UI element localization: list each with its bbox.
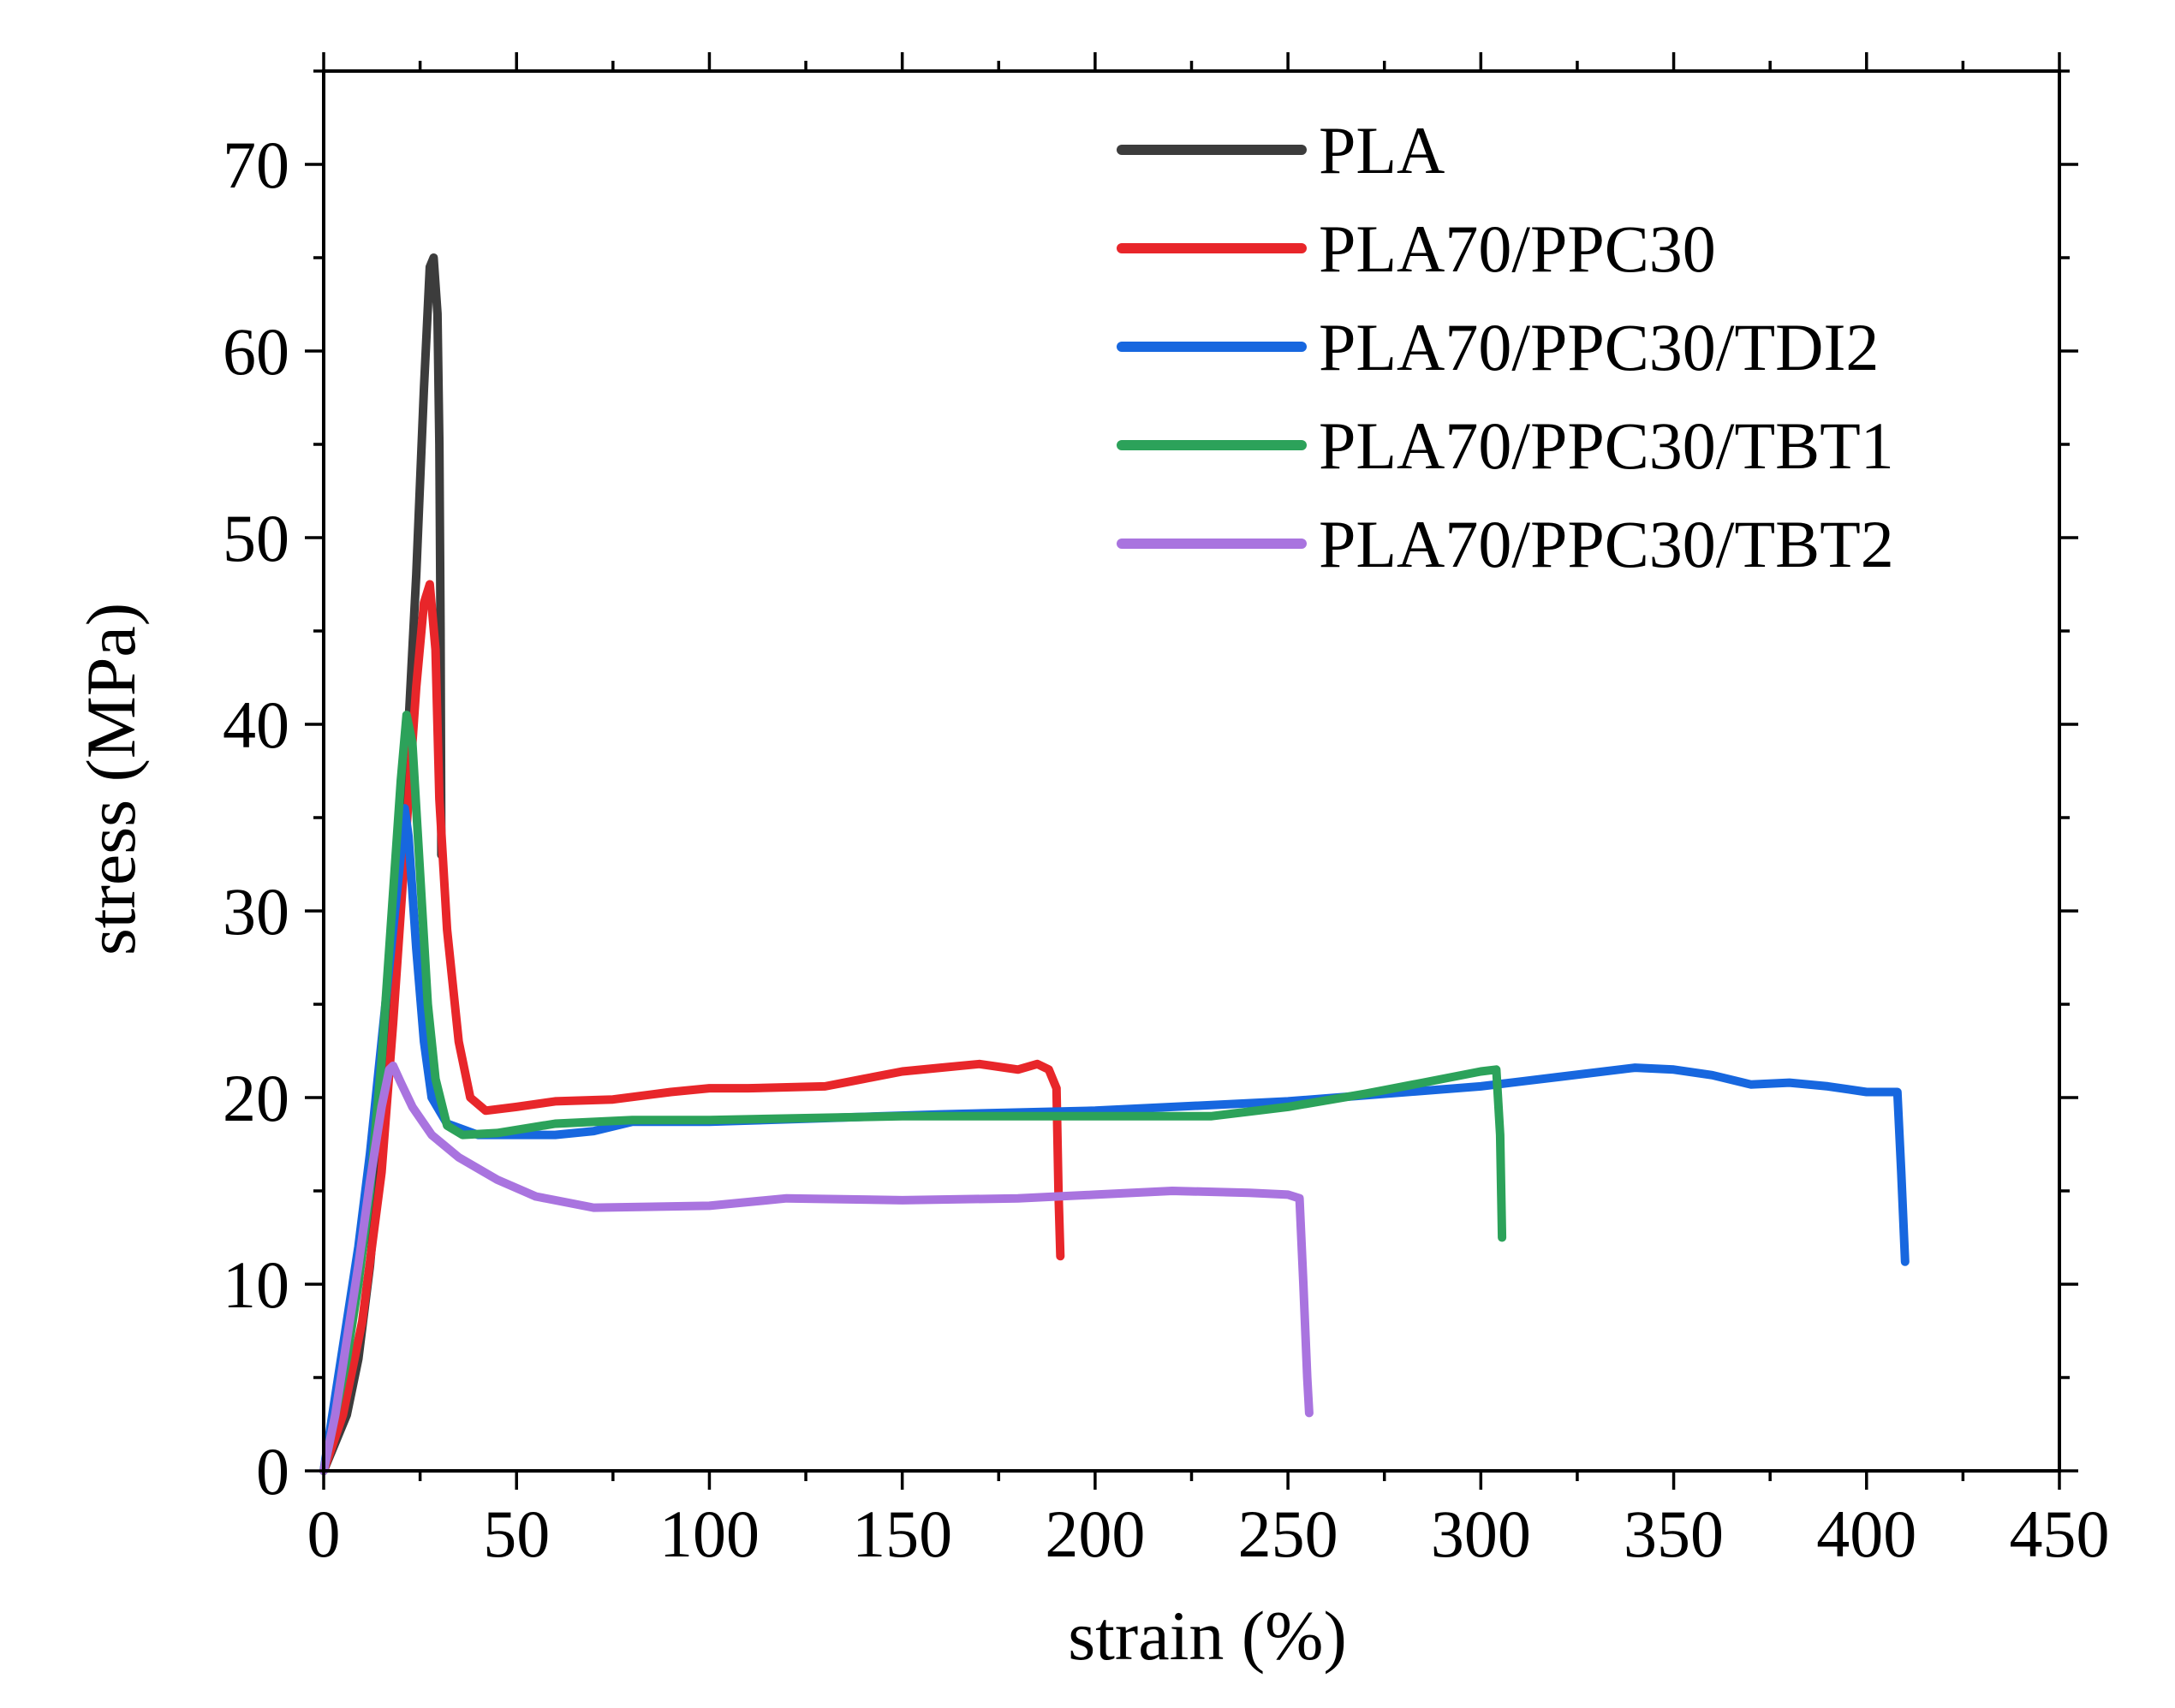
y-tick-label: 20 [223,1061,289,1135]
plot-frame [322,69,2061,1473]
y-tick-label: 0 [256,1434,289,1509]
series-line-3 [319,711,1507,1475]
y-tick-label: 70 [223,128,289,202]
y-tick-label: 30 [223,874,289,949]
x-axis-title: strain (%) [1068,1597,1347,1675]
x-tick-label: 250 [1238,1497,1338,1571]
y-tick-label: 10 [223,1247,289,1322]
ticks: 0 50 100 150 200 250 300 350 400 450 0 10 20 30 40 50 60… [223,52,2110,1571]
y-tick-label: 60 [223,314,289,389]
legend-label-3: PLA70/PPC30/TBT1 [1319,408,1894,483]
y-axis-title: stress (MPa) [72,603,150,955]
series-line-2 [319,804,1910,1475]
legend: PLA PLA70/PPC30 PLA70/PPC30/TDI2 PLA70/PPC3… [1117,113,1894,581]
x-tick-label: 350 [1624,1497,1724,1571]
x-tick-label: 50 [483,1497,550,1571]
series-line-4 [319,1061,1314,1475]
x-tick-label: 400 [1816,1497,1916,1571]
series-group [319,253,1910,1475]
legend-label-2: PLA70/PPC30/TDI2 [1319,310,1879,384]
axes [322,69,2061,1473]
legend-label-1: PLA70/PPC30 [1319,211,1716,286]
x-tick-label: 100 [659,1497,760,1571]
legend-label-4: PLA70/PPC30/TBT2 [1319,507,1894,581]
x-tick-label: 0 [307,1497,341,1571]
x-tick-label: 450 [2010,1497,2110,1571]
x-tick-label: 150 [852,1497,952,1571]
legend-label-0: PLA [1319,113,1445,187]
y-tick-label: 50 [223,501,289,575]
x-tick-label: 300 [1431,1497,1531,1571]
x-tick-label: 200 [1045,1497,1145,1571]
y-tick-label: 40 [223,687,289,762]
